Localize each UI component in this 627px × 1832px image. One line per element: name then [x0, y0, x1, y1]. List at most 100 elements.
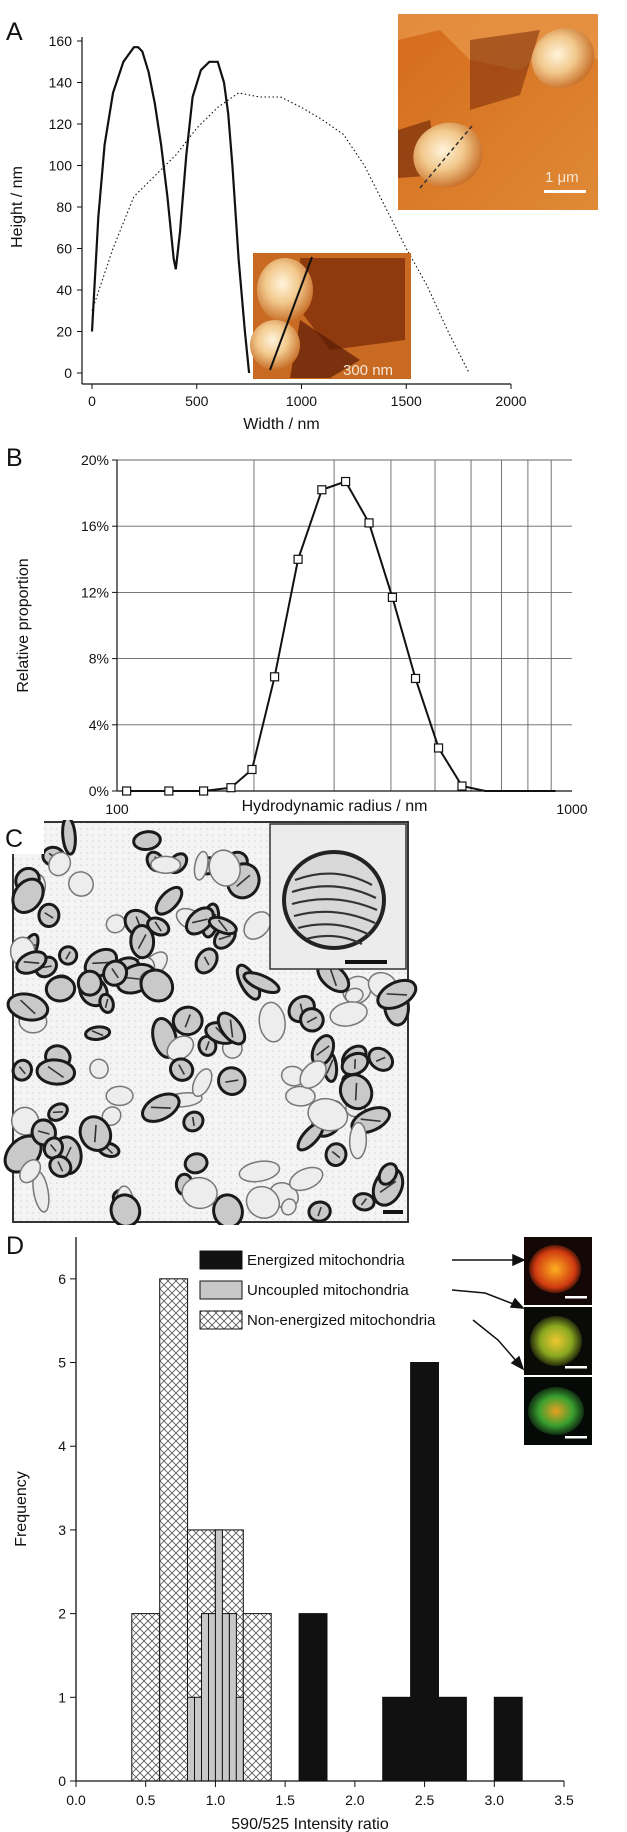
crista [331, 1150, 341, 1159]
data-point [433, 743, 444, 753]
mitochondrion [348, 1121, 368, 1160]
crista [111, 968, 119, 979]
crista [20, 999, 36, 1015]
x-tick-label: 2.5 [415, 1792, 435, 1808]
mitochondrion [212, 1193, 244, 1225]
histogram-bar [159, 1278, 189, 1782]
scale-bar [345, 960, 387, 964]
mitochondrion [105, 1085, 134, 1107]
x-tick-label: 2.0 [345, 1792, 365, 1808]
crista [150, 1106, 171, 1109]
y-tick-label: 140 [49, 75, 73, 91]
x-tick-label: 2000 [495, 393, 526, 409]
distribution-curve [126, 480, 556, 792]
y-tick-label: 40 [56, 282, 72, 298]
data-point [317, 485, 327, 495]
mitochondrion [208, 849, 241, 887]
x-tick-label: 0.5 [136, 1792, 156, 1808]
y-tick-label: 2 [58, 1606, 66, 1622]
legend-arrows [451, 1253, 526, 1371]
x-tick-label: 1.5 [275, 1792, 295, 1808]
crista [375, 1056, 386, 1062]
crista [379, 1180, 397, 1193]
data-point [364, 518, 374, 528]
data-point [293, 554, 303, 564]
crista [44, 912, 54, 919]
histogram-bar [438, 1696, 467, 1782]
data-point [457, 781, 467, 791]
mitochondrion [307, 1097, 349, 1132]
y-tick-label: 80 [56, 199, 72, 215]
x-tick-label: 1000 [286, 393, 317, 409]
mitochondrion [329, 1001, 368, 1027]
crista [225, 1079, 239, 1083]
legend-swatch-uncoupled [199, 1280, 243, 1300]
data-point [247, 764, 257, 775]
mitochondrion [285, 1085, 316, 1107]
mitochondrion [150, 855, 182, 874]
data-point [269, 672, 280, 682]
legend-label: Uncoupled mitochondria [247, 1282, 409, 1299]
y-tick-label: 6 [58, 1271, 66, 1287]
height-profile-dotted [91, 92, 470, 374]
mitochondrion [238, 1160, 281, 1183]
data-point [410, 673, 421, 684]
label-box [0, 820, 44, 854]
legend: Energized mitochondria Uncoupled mitocho… [199, 1250, 436, 1330]
mitochondrion [154, 885, 184, 916]
legend-label: Non-energized mitochondria [247, 1312, 436, 1329]
crista [360, 1198, 368, 1206]
mitochondrion [166, 1035, 195, 1061]
crista [317, 1206, 322, 1217]
y-tick-label: 20 [56, 324, 72, 340]
afm-image-large: 1 μm [398, 14, 598, 210]
crista [92, 961, 110, 965]
scale-bar [383, 1210, 403, 1214]
x-tick-label: 1.0 [206, 1792, 226, 1808]
plot-area: 0 500 1000 1500 2000 0 20 40 60 80 100 120 140 160 Wid… [9, 33, 527, 433]
legend-label: Energized mitochondria [247, 1252, 405, 1269]
mitochondrion [11, 877, 45, 914]
mitochondrion [48, 851, 72, 877]
x-tick-label: 3.0 [485, 1792, 505, 1808]
crista [217, 919, 228, 932]
mitochondrion [109, 1193, 142, 1225]
crista [47, 1065, 64, 1079]
panel-d: D 0.0 0.5 1.0 1.5 2.0 2.5 3.0 3.5 0 1 2 3 4 5 6 590/525… [6, 1232, 592, 1832]
x-tick-label: 1500 [391, 393, 422, 409]
mitochondrion [243, 911, 272, 940]
cristae [291, 872, 378, 945]
x-axis-label: 590/525 Intensity ratio [231, 1816, 389, 1832]
data-point [122, 786, 132, 796]
y-tick-label: 8% [89, 651, 109, 667]
mitochondrion [89, 1058, 109, 1080]
mitochondrion [76, 969, 103, 997]
y-tick-label: 16% [81, 518, 109, 534]
mitochondrion [139, 968, 175, 1003]
mitochondrion [19, 1159, 42, 1184]
crista [229, 1019, 234, 1038]
crista [23, 961, 40, 964]
histogram-bar [131, 1613, 161, 1782]
x-tick-label: 0 [88, 393, 96, 409]
x-tick-label: 3.5 [554, 1792, 574, 1808]
histogram-bar [298, 1613, 328, 1782]
panel-a: A 0 500 1000 1500 2000 0 20 40 60 80 100 120 140 160 W… [6, 14, 598, 433]
crista [57, 1161, 64, 1172]
crista [18, 1066, 26, 1075]
y-tick-label: 100 [49, 158, 73, 174]
crista [306, 1016, 318, 1024]
y-tick-label: 12% [81, 584, 109, 600]
histogram-bar [214, 1529, 223, 1782]
x-tick-label: 0.0 [66, 1792, 86, 1808]
crista [178, 1064, 186, 1075]
x-axis-label: Hydrodynamic radius / nm [242, 798, 428, 815]
x-axis-label: Width / nm [243, 416, 319, 433]
scale-bar-label: 1 μm [545, 169, 579, 186]
crista [94, 1124, 97, 1143]
mitochondrion [61, 820, 77, 856]
y-tick-label: 4% [89, 717, 109, 733]
data-point [164, 786, 174, 796]
crista [205, 1041, 210, 1051]
legend-swatch-energized [199, 1250, 243, 1270]
